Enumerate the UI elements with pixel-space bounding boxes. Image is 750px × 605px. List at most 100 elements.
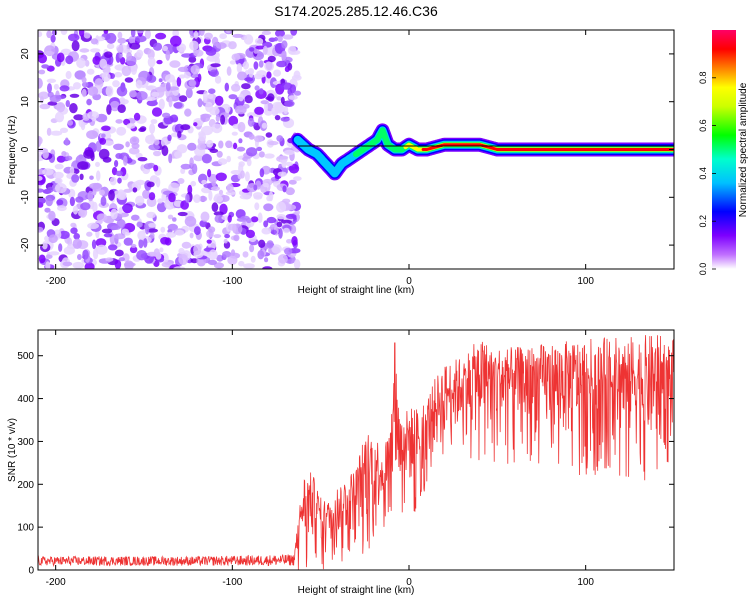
noise-blob — [48, 210, 56, 221]
noise-blob — [117, 177, 122, 184]
noise-blob — [284, 247, 293, 255]
noise-blob — [145, 224, 150, 235]
noise-blob — [118, 207, 123, 215]
noise-blob — [78, 30, 85, 37]
noise-blob — [248, 133, 255, 140]
noise-blob — [60, 48, 72, 56]
noise-blob — [284, 100, 295, 107]
noise-blob — [81, 76, 87, 84]
noise-blob — [159, 247, 164, 253]
noise-blob — [200, 113, 212, 119]
noise-blob — [172, 217, 177, 222]
noise-blob — [171, 183, 181, 188]
noise-blob — [174, 229, 185, 236]
noise-blob — [156, 59, 163, 65]
noise-blob — [220, 114, 226, 125]
noise-blob — [294, 209, 300, 216]
noise-blob — [102, 156, 112, 163]
noise-blob — [136, 30, 145, 34]
noise-blob — [213, 211, 224, 216]
noise-blob — [45, 197, 53, 207]
noise-blob — [234, 105, 247, 115]
noise-blob — [210, 63, 221, 68]
noise-blob — [236, 63, 243, 73]
noise-blob — [81, 88, 87, 98]
noise-blob — [291, 236, 298, 246]
noise-blob — [227, 255, 238, 265]
noise-blob — [80, 122, 86, 131]
noise-blob — [92, 55, 101, 65]
noise-blob — [183, 71, 191, 79]
noise-blob — [226, 66, 232, 76]
colorbar-tick-label: 0.4 — [698, 167, 708, 180]
noise-blob — [131, 214, 140, 221]
noise-blob — [290, 30, 298, 36]
noise-blob — [86, 231, 93, 237]
noise-blob — [281, 159, 287, 169]
noise-blob — [119, 57, 126, 65]
noise-blob — [116, 126, 127, 136]
noise-blob — [204, 32, 213, 40]
noise-blob — [288, 95, 298, 100]
noise-blob — [130, 64, 138, 75]
noise-blob — [114, 160, 119, 168]
noise-blob — [280, 116, 290, 122]
noise-blob — [239, 194, 251, 200]
noise-blob — [123, 188, 132, 193]
noise-blob — [265, 132, 273, 138]
noise-blob — [42, 168, 54, 176]
noise-blob — [283, 149, 295, 155]
noise-blob — [156, 201, 167, 213]
noise-blob — [253, 135, 264, 143]
noise-blob — [53, 83, 60, 90]
noise-blob — [145, 134, 156, 145]
noise-blob — [293, 70, 301, 79]
noise-blob — [191, 163, 198, 175]
noise-blob — [201, 179, 208, 185]
noise-blob — [149, 123, 156, 134]
noise-blob — [64, 137, 69, 146]
noise-blob — [245, 229, 255, 239]
noise-blob — [271, 244, 283, 254]
noise-blob — [38, 254, 46, 264]
noise-blob — [258, 60, 264, 68]
noise-blob — [47, 91, 54, 98]
noise-blob — [50, 34, 56, 43]
noise-blob — [116, 219, 126, 229]
noise-blob — [51, 30, 58, 36]
noise-blob — [255, 45, 266, 50]
noise-blob — [100, 196, 107, 207]
noise-blob — [208, 226, 216, 233]
noise-blob — [173, 266, 186, 269]
noise-blob — [144, 30, 151, 40]
noise-blob — [276, 96, 282, 101]
ridge-band — [403, 144, 409, 150]
noise-blob — [63, 246, 75, 255]
noise-blob — [249, 244, 255, 253]
noise-blob — [262, 45, 268, 56]
noise-blob — [167, 214, 174, 220]
noise-blob — [121, 205, 132, 211]
noise-blob — [177, 130, 182, 138]
colorbar-gradient — [712, 30, 736, 269]
noise-blob — [211, 123, 223, 134]
noise-blob — [278, 227, 283, 239]
snr-y-label: SNR (10 * v/v) — [7, 418, 18, 482]
noise-blob — [77, 254, 82, 260]
spectrogram-y-label: Frequency (Hz) — [7, 116, 18, 185]
noise-blob — [185, 193, 190, 203]
noise-blob — [285, 161, 294, 167]
noise-blob — [148, 192, 156, 201]
noise-blob — [277, 155, 289, 160]
noise-blob — [121, 228, 129, 235]
noise-blob — [203, 183, 213, 189]
noise-blob — [153, 139, 160, 146]
noise-blob — [197, 98, 203, 108]
noise-blob — [38, 136, 42, 147]
spectrogram-x-axis: -200 -100 0 100 — [46, 30, 594, 287]
noise-blob — [45, 261, 51, 269]
noise-blob — [168, 153, 173, 164]
noise-blob — [253, 184, 258, 191]
noise-blob — [276, 221, 283, 228]
